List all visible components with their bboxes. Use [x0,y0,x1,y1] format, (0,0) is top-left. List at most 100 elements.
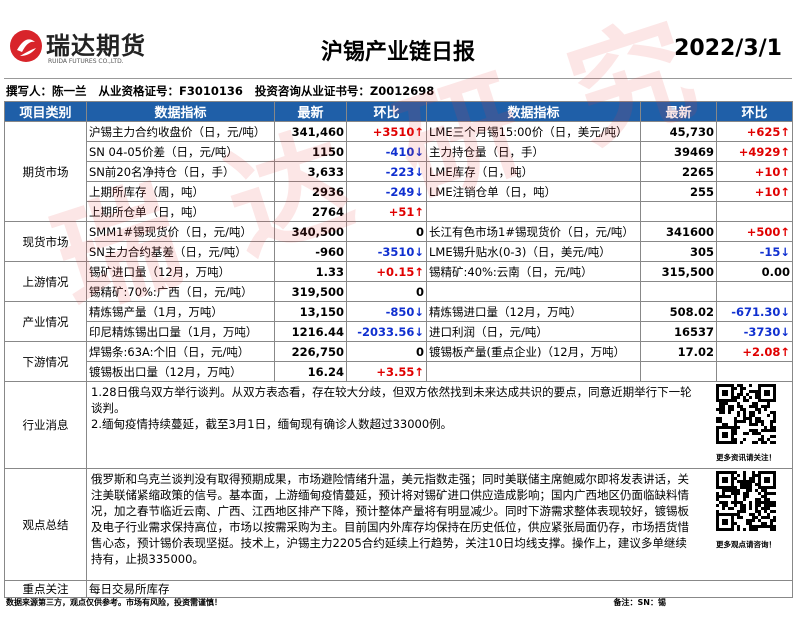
empty-cell [426,201,641,222]
change-value: -3510↓ [346,241,427,262]
table-row: SN 04-05价差（日，元/吨） 1150 -410↓ 主力持仓量（日，手） 3946… [5,141,793,162]
change-value: -3730↓ [716,321,793,342]
change-value: 0.00 [716,261,793,282]
change-value: -2033.56↓ [346,321,427,342]
table-row: 现货市场 SMM1#锡现货价（日，元/吨） 340,500 0 长江有色市场1#锡现货价… [4,221,793,262]
column-header: 环比 [716,101,793,122]
footnote: 备注：SN：锡 [613,598,666,607]
latest-value: 2265 [640,161,717,182]
logo-subtitle: RUIDA FUTURES CO.,LTD. [48,58,124,65]
indicator-name: 进口利润（日，元/吨） [426,321,641,342]
indicator-name: LME锡升贴水(0-3)（日，美元/吨） [426,241,641,262]
latest-value: 16537 [640,321,717,342]
table-row: 上期所仓单（日，吨） 2764 +51↑ [5,201,793,222]
indicator-name: 沪锡主力合约收盘价（日，元/吨） [86,121,275,142]
change-value: +625↑ [716,121,793,142]
indicator-name: 精炼锡产量（1月，万吨） [86,301,275,322]
indicator-name: SMM1#锡现货价（日，元/吨） [86,221,275,242]
indicator-name: 精炼锡进口量（12月，万吨） [426,301,641,322]
table-row: 镀锡板出口量（12月，万吨） 16.24 +3.55↑ [5,361,793,382]
column-header: 环比 [346,101,427,122]
category-cell: 产业情况 [4,301,87,342]
change-value: +3.55↑ [346,361,427,382]
summary-cell: 更多观点请咨询！ 俄罗斯和乌克兰谈判没有取得预期成果，市场避险情绪升温，美元指数走… [86,468,793,581]
latest-value: 319,500 [274,281,347,302]
latest-value: 341600 [640,221,717,242]
news-row: 行业消息 更多资讯请关注！ 1.28日俄乌双方举行谈判。从双方表态看，存在较大分歧，… [4,381,793,469]
change-value: -249↓ [346,181,427,202]
change-value: -850↓ [346,301,427,322]
data-table: 项目类别 数据指标 最新 环比 数据指标 最新 环比 期货市场 沪锡主力合约收盘价（日，元/吨… [4,101,793,598]
indicator-name: 镀锡板产量(重点企业)（12月，万吨） [426,341,641,362]
latest-value: 16.24 [274,361,347,382]
indicator-name: 上期所仓单（日，吨） [86,201,275,222]
indicator-name: SN主力合约基差（日，元/吨） [86,241,275,262]
category-cell: 重点关注 [4,580,87,598]
indicator-name: SN 04-05价差（日，元/吨） [86,141,275,162]
change-value: +0.15↑ [346,261,427,282]
category-cell: 观点总结 [4,468,87,581]
report-title: 沪锡产业链日报 [320,40,475,65]
category-cell: 上游情况 [4,261,87,302]
category-cell: 现货市场 [4,221,87,262]
indicator-name: 锡精矿:40%:云南（日，元/吨） [426,261,641,282]
change-value: -671.30↓ [716,301,793,322]
empty-cell [640,281,717,302]
latest-value: 2764 [274,201,347,222]
table-row: 期货市场 沪锡主力合约收盘价（日，元/吨） 341,460 +3510↑ LME三个月锡… [4,121,793,222]
latest-value: 305 [640,241,717,262]
empty-cell [640,201,717,222]
table-row: 产业情况 精炼锡产量（1月，万吨） 13,150 -850↓ 精炼锡进口量（12月，万吨… [4,301,793,342]
empty-cell [640,361,717,382]
latest-value: 17.02 [640,341,717,362]
latest-value: 341,460 [274,121,347,142]
news-item: 2.缅甸疫情持续蔓延，截至3月1日，缅甸现有确诊人数超过33000例。 [91,417,453,431]
qr-block: 更多资讯请关注！ [704,384,788,466]
focus-text: 每日交易所库存 [86,580,793,598]
qr-code [716,471,776,531]
empty-cell [716,201,793,222]
latest-value: 255 [640,181,717,202]
empty-cell [426,361,641,382]
indicator-name: LME三个月锡15:00价（日，美元/吨） [426,121,641,142]
table-row: 印尼精炼锡出口量（1月，万吨） 1216.44 -2033.56↓ 进口利润（日，元/… [5,321,793,342]
change-value: 0 [346,341,427,362]
change-value: +3510↑ [346,121,427,142]
indicator-name: 锡矿进口量（12月，万吨） [86,261,275,282]
column-header: 数据指标 [86,101,275,122]
column-header: 数据指标 [426,101,641,122]
qr-block: 更多观点请咨询！ [704,471,788,553]
table-row: 锡精矿:70%:广西（日，元/吨） 319,500 0 [5,281,793,302]
table-row: SN前20名净持仓（日，手） 3,633 -223↓ LME库存（日，吨） 2265 +1… [5,161,793,182]
column-header: 最新 [640,101,717,122]
latest-value: 3,633 [274,161,347,182]
change-value: 0 [346,281,427,302]
change-value: -223↓ [346,161,427,182]
change-value: +2.08↑ [716,341,793,362]
category-cell: 行业消息 [4,381,87,469]
logo-text: 瑞达期货 [46,32,146,60]
category-cell: 下游情况 [4,341,87,382]
empty-cell [716,281,793,302]
qr-caption: 更多资讯请关注！ [716,453,776,462]
latest-value: 1150 [274,141,347,162]
latest-value: 226,750 [274,341,347,362]
latest-value: 340,500 [274,221,347,242]
latest-value: 45,730 [640,121,717,142]
column-header: 项目类别 [4,101,87,122]
latest-value: 13,150 [274,301,347,322]
disclaimer: 数据来源第三方，观点仅供参考。市场有风险，投资需谨慎！ [6,598,222,607]
table-row: 上游情况 锡矿进口量（12月，万吨） 1.33 +0.15↑ 锡精矿:40%:云南（日，… [4,261,793,302]
latest-value: 1.33 [274,261,347,282]
news-cell: 更多资讯请关注！ 1.28日俄乌双方举行谈判。从双方表态看，存在较大分歧，但双方依… [86,381,793,469]
report-date: 2022/3/1 [674,36,782,61]
indicator-name: 印尼精炼锡出口量（1月，万吨） [86,321,275,342]
header-rule [4,78,792,79]
table-row: 上期所库存（周，吨） 2936 -249↓ LME注销仓单（日，吨） 255 +10↑ [5,181,793,202]
latest-value: 39469 [640,141,717,162]
table-row: 下游情况 焊锡条:63A:个旧（日，元/吨） 226,750 0 镀锡板产量(重点企业)… [4,341,793,382]
category-cell: 期货市场 [4,121,87,222]
change-value: -15↓ [716,241,793,262]
indicator-name: 上期所库存（周，吨） [86,181,275,202]
